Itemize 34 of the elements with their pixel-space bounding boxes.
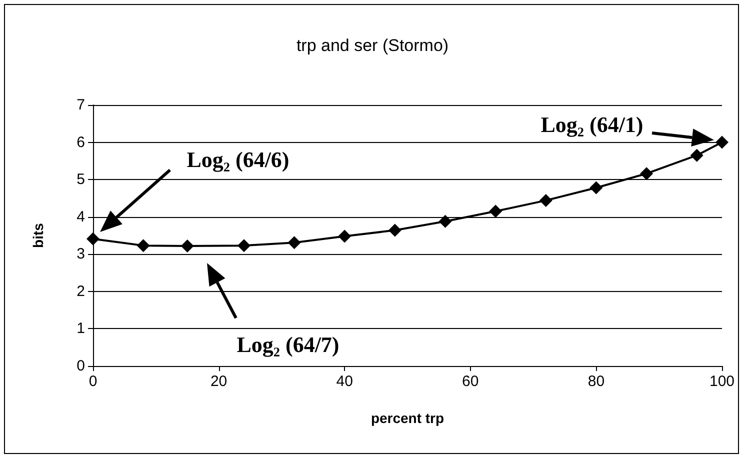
point — [237, 239, 250, 252]
y-tick-label: 7 — [76, 96, 85, 114]
y-tick-label: 1 — [76, 320, 85, 338]
x-tick-label: 80 — [588, 373, 605, 390]
x-axis-title: percent trp — [370, 410, 444, 426]
point — [136, 239, 150, 252]
y-tick-label: 0 — [76, 358, 85, 374]
y-tick-label: 4 — [76, 208, 85, 226]
annotation: Log₂ (64/1) — [540, 112, 644, 138]
point — [288, 236, 301, 250]
point — [338, 230, 352, 243]
y-axis-title: bits — [30, 222, 46, 248]
chart-title: trp and ser (Stormo) — [296, 36, 449, 55]
point — [438, 214, 452, 228]
x-tick-label: 40 — [336, 373, 353, 390]
annotation: Log₂ (64/7) — [236, 332, 340, 358]
point — [86, 232, 100, 246]
point — [590, 181, 603, 194]
x-tick-label: 100 — [709, 373, 735, 390]
point — [180, 239, 194, 252]
y-tick-label: 3 — [76, 246, 85, 263]
x-tick-label: 60 — [462, 373, 479, 390]
point — [640, 167, 654, 180]
y-tick-label: 2 — [76, 282, 85, 300]
point — [716, 136, 728, 149]
y-tick-label: 6 — [76, 134, 85, 151]
x-tick-label: 20 — [210, 373, 228, 390]
point — [539, 194, 552, 207]
point — [388, 224, 402, 237]
annotation: Log₂ (64/6) — [186, 147, 290, 173]
x-tick-label: 0 — [88, 373, 98, 390]
point — [489, 204, 502, 218]
y-tick-label: 5 — [76, 171, 85, 188]
point — [690, 148, 704, 162]
